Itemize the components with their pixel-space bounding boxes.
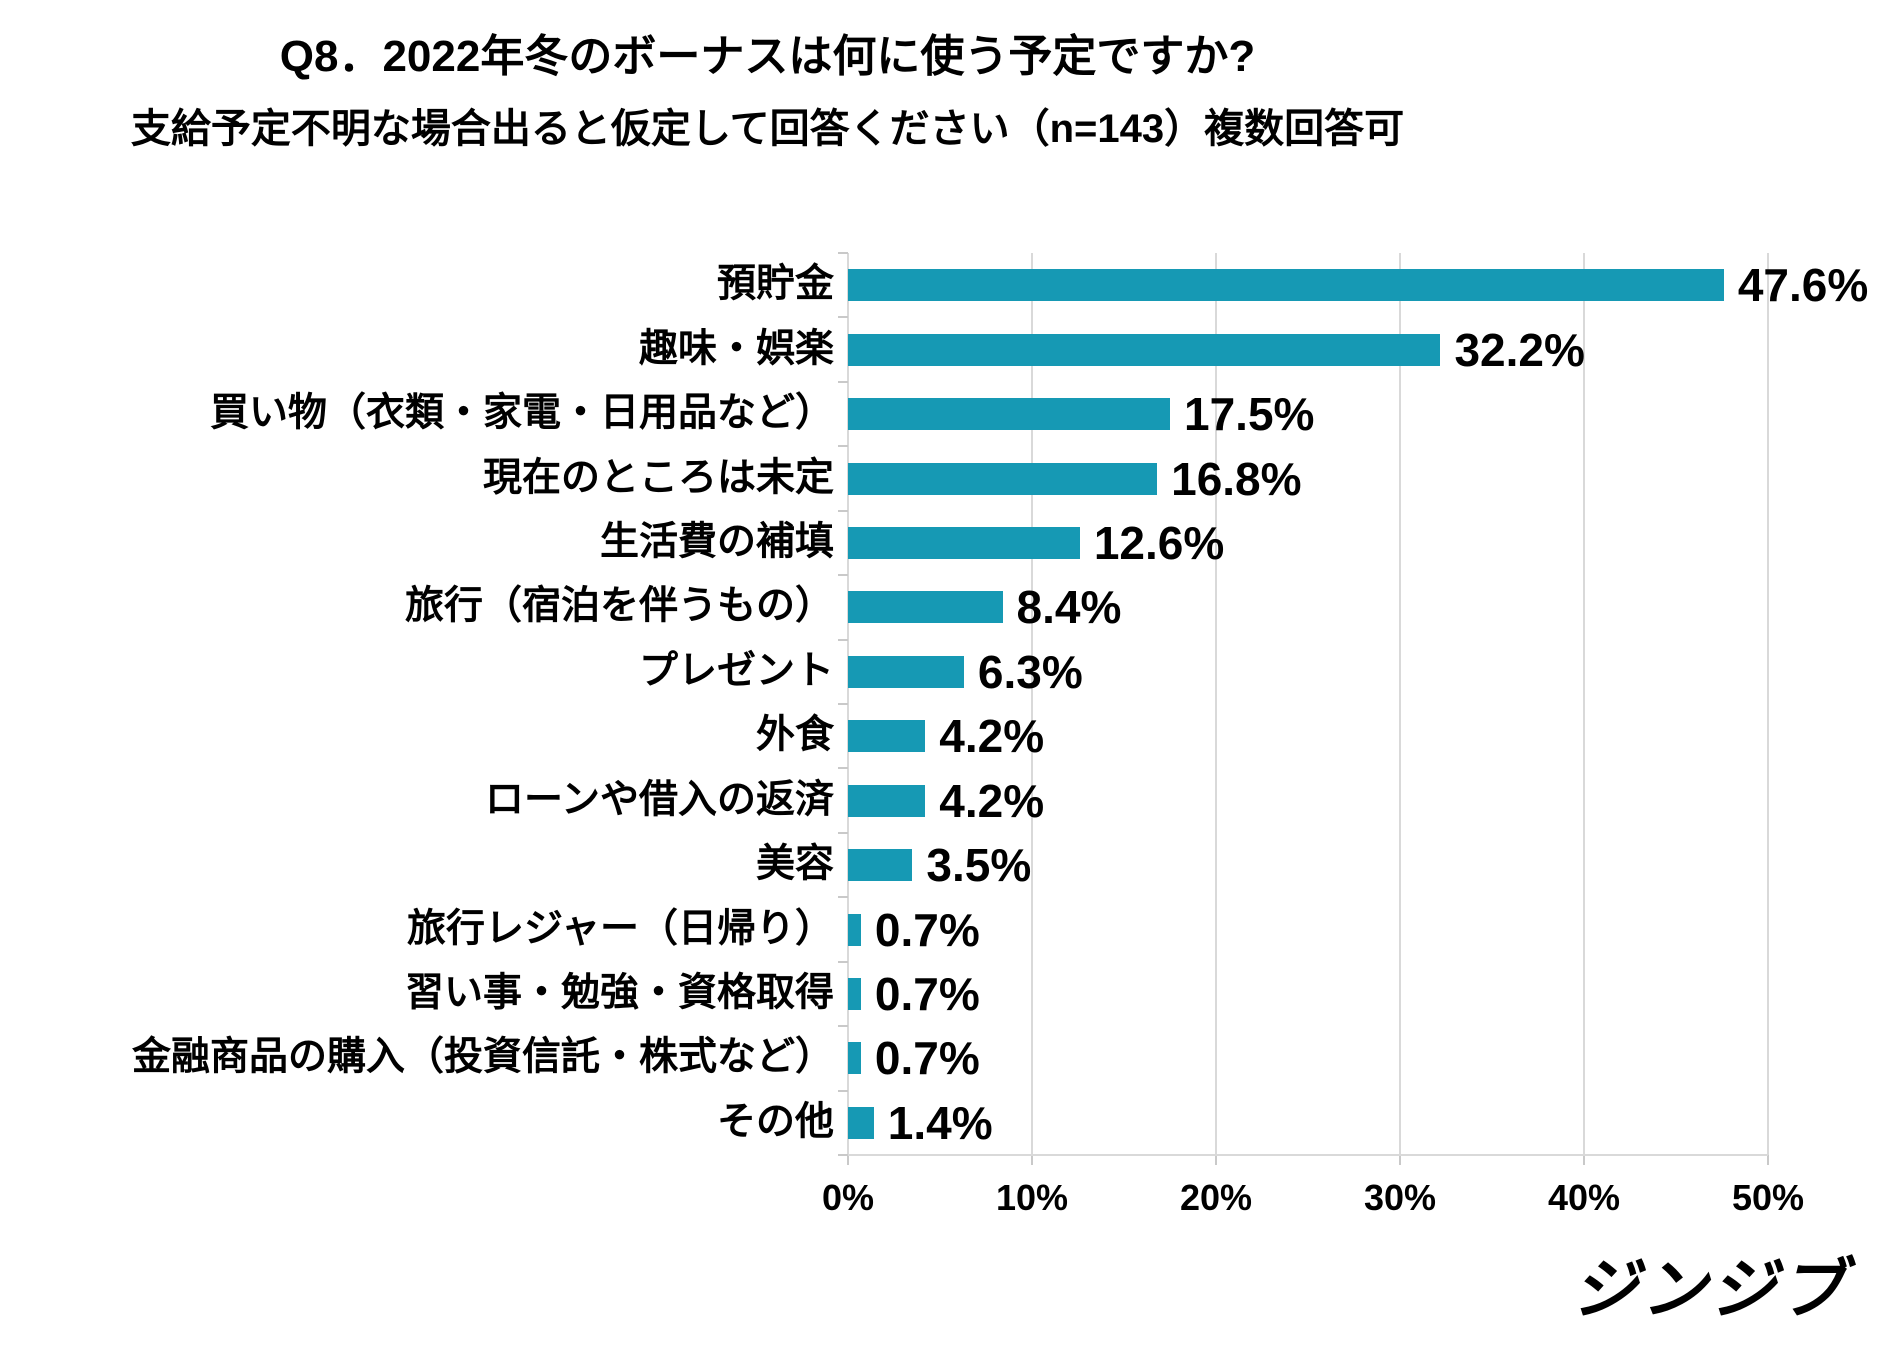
category-label: 現在のところは未定	[482, 456, 834, 500]
category-axis-tick	[838, 445, 848, 448]
x-axis-tick-label: 50%	[1731, 1177, 1805, 1218]
y-axis-line	[847, 253, 849, 1155]
category-label: ローンや借入の返済	[484, 778, 834, 822]
bar	[848, 655, 964, 688]
category-axis-tick	[838, 1089, 848, 1092]
value-label: 16.8%	[1171, 452, 1302, 505]
bar	[848, 462, 1158, 495]
gridline	[1583, 253, 1585, 1155]
value-label: 4.2%	[939, 710, 1045, 763]
category-label: 買い物（衣類・家電・日用品など）	[209, 391, 834, 435]
value-label: 47.6%	[1737, 259, 1869, 312]
chart-title: Q8．2022年冬のボーナスは何に使う予定ですか?	[279, 32, 1256, 81]
category-axis-tick	[838, 831, 848, 834]
x-axis-tick	[1767, 1155, 1769, 1165]
bar	[848, 333, 1441, 366]
bar	[848, 913, 861, 946]
gridline	[1767, 253, 1769, 1155]
company-logo: ジンジブ	[1572, 1252, 1848, 1326]
x-axis-tick	[1583, 1155, 1585, 1165]
category-axis-tick	[838, 1154, 848, 1156]
x-axis-tick	[1031, 1155, 1033, 1165]
x-axis-tick-label: 20%	[1179, 1177, 1253, 1218]
value-label: 32.2%	[1454, 323, 1585, 376]
bar	[848, 977, 861, 1010]
category-axis-tick	[838, 574, 848, 577]
x-axis-tick-label: 30%	[1363, 1177, 1437, 1218]
value-label: 1.4%	[887, 1096, 993, 1149]
category-axis-tick	[838, 767, 848, 770]
value-label: 6.3%	[977, 645, 1083, 698]
bar	[848, 784, 926, 817]
category-label: 習い事・勉強・資格取得	[404, 971, 834, 1015]
category-label: その他	[716, 1100, 834, 1144]
bar	[848, 720, 926, 753]
bar	[848, 591, 1003, 624]
category-axis-tick	[838, 316, 848, 319]
bar	[848, 526, 1080, 559]
chart-subtitle: 支給予定不明な場合出ると仮定して回答ください（n=143）複数回答可	[130, 107, 1405, 151]
value-label: 12.6%	[1093, 516, 1225, 569]
category-label: 預貯金	[716, 262, 834, 306]
category-axis-tick	[838, 252, 848, 254]
x-axis-tick	[847, 1155, 849, 1165]
value-label: 0.7%	[874, 967, 980, 1020]
bar	[848, 398, 1170, 431]
value-label: 4.2%	[939, 774, 1045, 827]
x-axis-tick-label: 0%	[821, 1177, 875, 1218]
value-label: 8.4%	[1016, 581, 1122, 634]
category-label: 趣味・娯楽	[638, 327, 834, 371]
category-axis-tick	[838, 896, 848, 899]
category-axis-tick	[838, 380, 848, 383]
x-axis-tick-label: 10%	[995, 1177, 1069, 1218]
bar	[848, 1042, 861, 1075]
category-label: 金融商品の購入（投資信託・株式など）	[131, 1035, 834, 1079]
category-label: 旅行レジャー（日帰り）	[406, 907, 834, 951]
value-label: 17.5%	[1184, 388, 1315, 441]
category-label: 美容	[755, 842, 834, 886]
category-axis-tick	[838, 638, 848, 641]
category-axis-tick	[838, 1025, 848, 1028]
gridline	[1399, 253, 1401, 1155]
category-axis-tick	[838, 960, 848, 963]
x-axis-tick	[1399, 1155, 1401, 1165]
value-label: 3.5%	[926, 839, 1032, 892]
category-label: プレゼント	[638, 649, 834, 693]
x-axis-tick	[1215, 1155, 1217, 1165]
category-label: 生活費の補填	[599, 520, 834, 564]
category-label: 旅行（宿泊を伴うもの）	[404, 584, 834, 628]
gridline	[1215, 253, 1217, 1155]
category-label: 外食	[755, 713, 834, 757]
category-axis-tick	[838, 703, 848, 705]
gridline	[1031, 253, 1033, 1155]
value-label: 0.7%	[874, 1032, 980, 1085]
bar	[848, 269, 1724, 302]
x-axis-line	[848, 1154, 1768, 1156]
category-axis-tick	[838, 509, 848, 512]
bar	[848, 1106, 874, 1139]
value-label: 0.7%	[874, 903, 980, 956]
bar	[848, 849, 913, 882]
x-axis-tick-label: 40%	[1547, 1177, 1621, 1218]
